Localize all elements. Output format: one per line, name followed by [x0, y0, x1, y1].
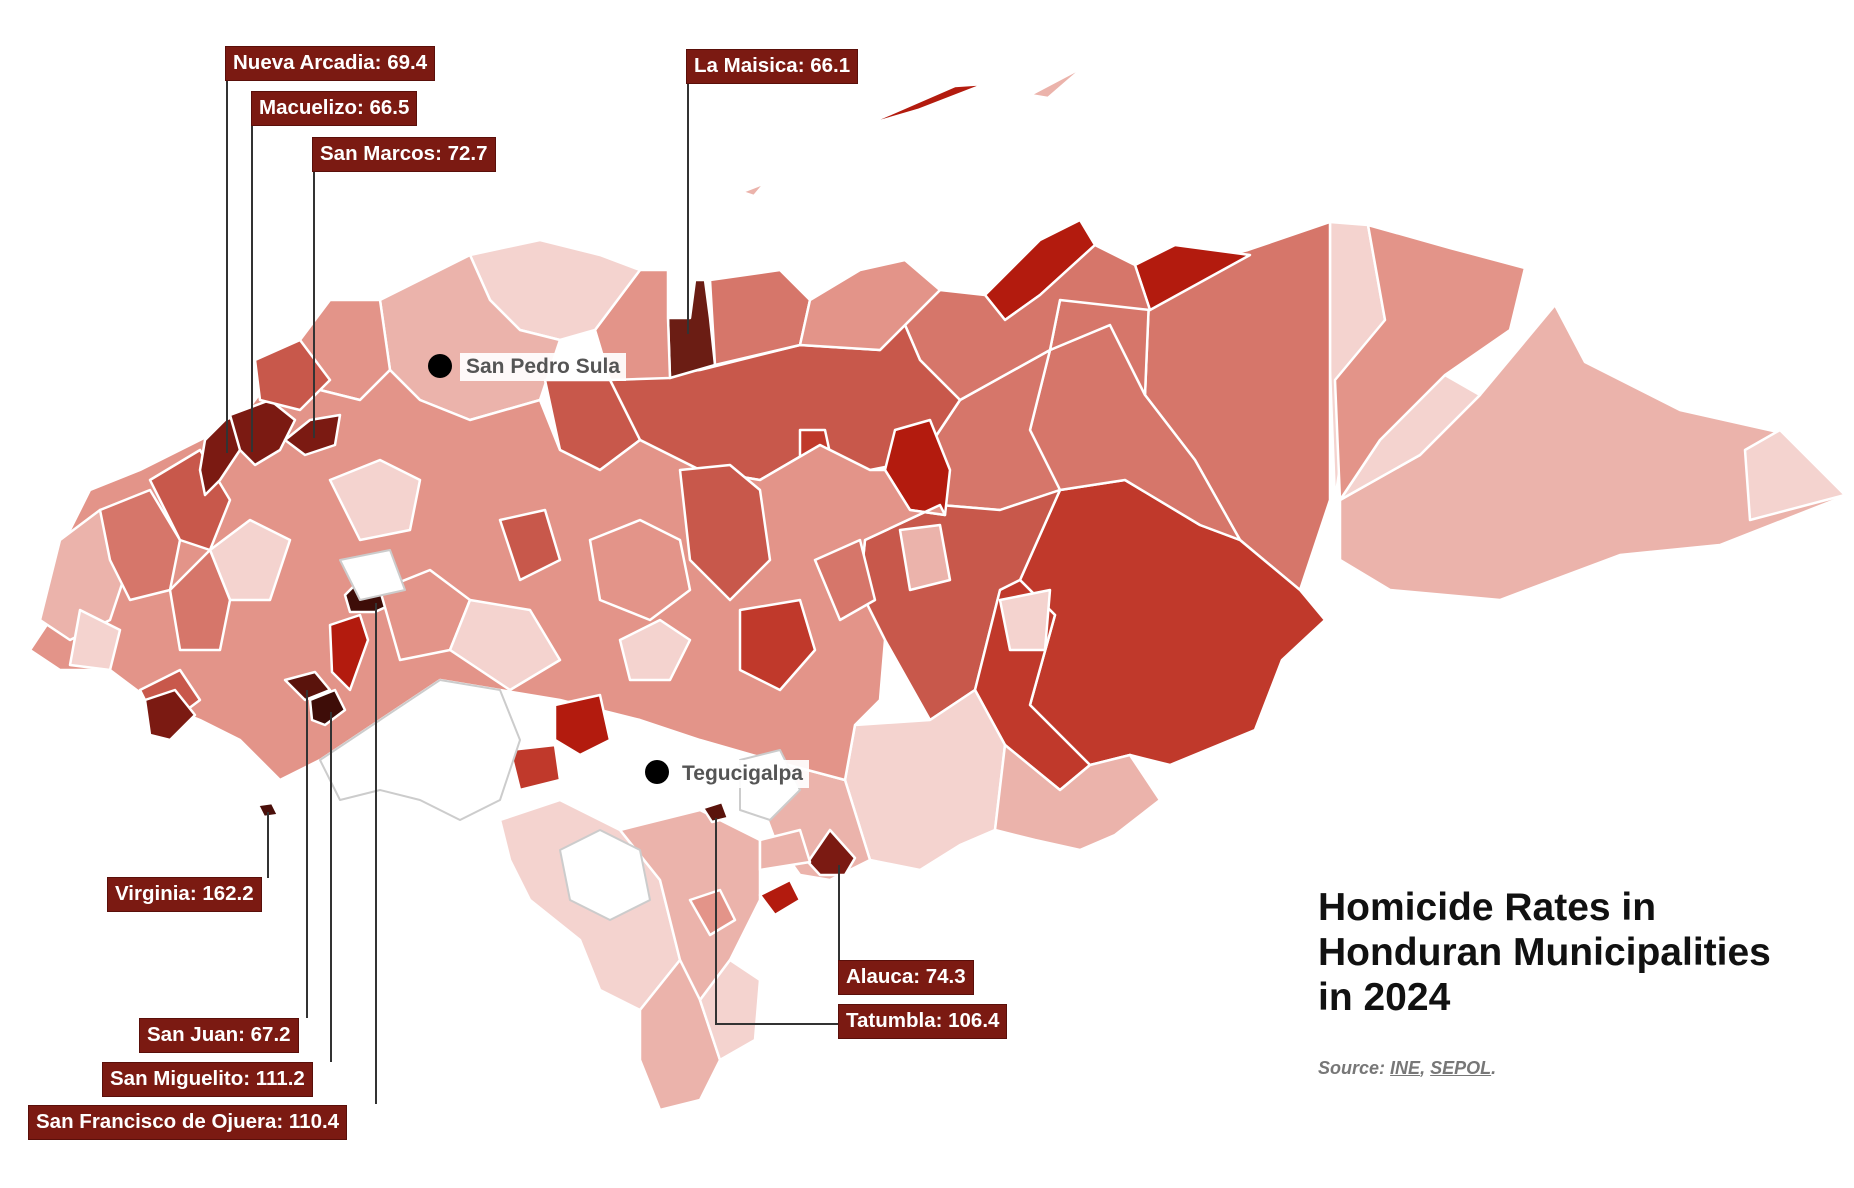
region-center-c4 — [508, 743, 562, 792]
leader-line-la-maisica — [687, 84, 689, 334]
callout-macuelizo: Macuelizo: 66.5 — [251, 91, 418, 126]
callout-san-juan: San Juan: 67.2 — [139, 1018, 299, 1053]
source-note: Source: INE, SEPOL. — [1318, 1058, 1496, 1079]
region-center-c1 — [738, 598, 817, 692]
leader-line-sf-ojuera — [375, 603, 377, 1104]
source-link-ine[interactable]: INE — [1390, 1058, 1421, 1078]
region-atlantida3 — [798, 258, 942, 352]
callout-san-francisco-de-ojuera: San Francisco de Ojuera: 110.4 — [28, 1105, 348, 1140]
leader-line-macuelizo — [251, 122, 253, 452]
callout-nueva-arcadia: Nueva Arcadia: 69.4 — [225, 46, 436, 81]
callout-san-marcos: San Marcos: 72.7 — [312, 137, 496, 172]
region-south-red — [688, 888, 737, 937]
region-no-data — [339, 549, 406, 601]
region-south-light2 — [638, 958, 722, 1112]
region-center-red2 — [553, 693, 612, 757]
region-virginia — [256, 801, 280, 819]
region-el-paraiso-pale — [843, 688, 1007, 872]
region-center-c2 — [813, 538, 877, 622]
leader-line-alauca — [838, 865, 840, 960]
leader-line-tatumbla-h — [715, 1023, 840, 1025]
source-link-sepol[interactable]: SEPOL — [1430, 1058, 1492, 1078]
region-san-miguelito-red — [328, 613, 370, 692]
region-virginia-area — [143, 688, 197, 742]
region-el-paraiso-light — [993, 743, 1162, 852]
region-center-light — [588, 518, 692, 622]
leader-line-san-marcos — [313, 168, 315, 438]
region-san-marcos — [283, 413, 342, 457]
leader-line-virginia — [267, 812, 269, 878]
callout-alauca: Alauca: 74.3 — [838, 960, 974, 995]
region-pale-small — [998, 588, 1052, 652]
leader-line-san-juan — [306, 690, 308, 1018]
region-west-c4 — [448, 598, 562, 692]
region-no-data — [559, 829, 651, 921]
islands-region — [856, 82, 987, 130]
callout-san-miguelito: San Miguelito: 111.2 — [102, 1062, 313, 1097]
san-pedro-sula-marker — [428, 354, 452, 378]
islands-region — [740, 181, 767, 198]
region-west-red — [253, 338, 332, 412]
region-no-data — [319, 679, 521, 821]
region-alauca — [806, 828, 857, 877]
region-west-c5 — [498, 508, 562, 582]
callout-tatumbla: Tatumbla: 106.4 — [838, 1004, 1008, 1039]
leader-line-tatumbla — [715, 818, 717, 1024]
region-la-maisica — [666, 278, 717, 380]
leader-line-san-miguelito — [330, 712, 332, 1062]
region-center-pale — [618, 618, 692, 682]
region-center-c3 — [898, 523, 952, 592]
region-ne-mid — [1333, 223, 1527, 502]
region-south-red2 — [758, 878, 802, 917]
region-tatumbla — [701, 800, 730, 824]
tegucigalpa-label: Tegucigalpa — [676, 760, 809, 788]
map-title: Homicide Rates in Honduran Municipalitie… — [1318, 886, 1771, 1019]
source-suffix: . — [1491, 1058, 1497, 1078]
callout-la-maisica: La Maisica: 66.1 — [686, 49, 859, 84]
source-prefix: Source: — [1318, 1058, 1386, 1078]
callout-virginia: Virginia: 162.2 — [107, 877, 262, 912]
san-pedro-sula-label: San Pedro Sula — [460, 353, 627, 381]
region-south-light3 — [758, 828, 812, 872]
region-west-pale3 — [68, 608, 122, 672]
source-separator: , — [1420, 1058, 1426, 1078]
region-east-pale — [1743, 428, 1847, 522]
region-san-juan — [283, 670, 332, 702]
region-west-pale2 — [328, 458, 422, 542]
region-san-miguelito — [308, 688, 347, 727]
leader-line-nueva-arcadia — [226, 78, 228, 453]
region-west-c1 — [168, 548, 232, 652]
tegucigalpa-marker — [645, 760, 669, 784]
region-center-red — [678, 463, 772, 602]
islands-region — [1028, 64, 1087, 100]
